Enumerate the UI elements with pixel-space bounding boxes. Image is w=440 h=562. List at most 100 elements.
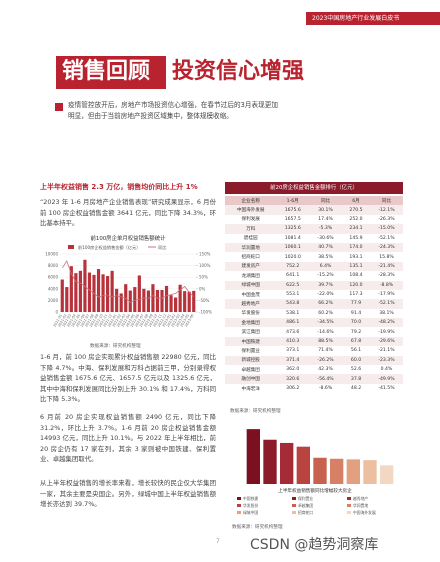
bar — [380, 465, 394, 484]
table-cell: 保利发展 — [241, 217, 260, 223]
legend-swatch — [347, 504, 351, 507]
table-cell: 碧桂园 — [243, 236, 258, 242]
title-rest: 投资信心增强 — [172, 59, 305, 84]
bar — [183, 291, 187, 312]
table-row: 碧桂园 1081.4 -30.6% 145.9 -52.1% — [225, 234, 403, 243]
table-cell: 绿城中国 — [225, 280, 277, 290]
x-tick-label: 2023-04 — [175, 314, 186, 328]
paragraph: 1-6 月，前 100 房企实现累计权益销售额 22980 亿元，同比下降 4.… — [40, 353, 216, 403]
table-cell: 新城控股 — [225, 355, 277, 366]
table-cell: 华发股份 — [241, 311, 260, 317]
table-cell: -49.9% — [369, 374, 403, 384]
table-cell: 60.2% — [318, 310, 333, 316]
bar — [101, 274, 105, 312]
x-tick-label: 2023-05 — [180, 314, 191, 328]
column-header: 6月 — [342, 196, 370, 206]
bar — [78, 270, 82, 312]
table-cell: 万科 — [225, 224, 277, 234]
table-cell: 龙湖集团 — [241, 273, 260, 279]
table-cell: 77.9 — [342, 299, 370, 309]
table-cell: -12.1% — [369, 205, 403, 215]
chart-title: 上半年权益销售额同比增幅较大房企 — [278, 487, 352, 494]
header-tag: 2023中国房地产行业发展白皮书 — [312, 15, 400, 22]
legend-swatch — [347, 511, 351, 514]
table-cell: -15.2% — [317, 273, 334, 279]
table-cell: -28.3% — [378, 273, 395, 279]
legend-swatch — [347, 497, 351, 500]
table-row: 融创中国 320.6 -56.4% 37.8 -49.9% — [225, 374, 403, 384]
table-cell: -24.3% — [369, 242, 403, 253]
y2-tick-label: 100% — [199, 263, 211, 268]
table-cell: 60.0 — [342, 355, 370, 366]
table-cell: -52.1% — [369, 299, 403, 309]
bar — [119, 293, 123, 312]
source: 数据来源：研究机构整理 — [230, 409, 281, 414]
bar — [263, 439, 277, 484]
bar — [69, 266, 73, 312]
table-cell: -17.9% — [378, 292, 395, 298]
bar — [363, 460, 377, 484]
bar — [65, 287, 69, 312]
table-cell: 38.5% — [318, 254, 333, 260]
legend-label: 绿城中国 — [243, 510, 258, 515]
x-tick-label: 2023-06 — [184, 314, 195, 328]
table-cell: -14.6% — [317, 329, 334, 335]
bar — [110, 270, 114, 312]
column-header: 企业名称 — [225, 196, 277, 206]
y-tick-label: 4000 — [48, 286, 59, 291]
table-cell: 0.4% — [380, 367, 393, 373]
bar — [178, 284, 182, 312]
legend-label: 卓越集团 — [298, 503, 313, 508]
bar — [174, 297, 178, 312]
x-tick-label: 2022-03 — [116, 314, 127, 328]
table-row: 绿城中国 622.5 39.7% 120.0 -8.8% — [225, 280, 403, 290]
table-row: 华润置地 1060.1 40.7% 174.0 -24.3% — [225, 242, 403, 253]
table-row: 中海宏洋 306.2 -8.6% 48.2 -41.5% — [225, 384, 403, 393]
bar — [60, 279, 64, 312]
table-cell: 486.1 — [276, 318, 310, 328]
table-cell: -8.8% — [369, 280, 403, 290]
legend-swatch — [292, 511, 296, 514]
table-row: 中国铁建 410.3 88.5% 67.8 -29.6% — [225, 336, 403, 347]
y-tick-label: 10000 — [45, 252, 58, 257]
y-tick-label: 6000 — [48, 275, 59, 280]
table-cell: 306.2 — [286, 386, 300, 391]
table-cell: 42.3% — [318, 367, 333, 373]
table-cell: 52.6 — [350, 367, 362, 373]
table-cell: 建发房产 — [225, 261, 277, 272]
table-cell: 79.2 — [350, 329, 362, 335]
bar — [313, 457, 327, 484]
x-tick-label: 2022-01 — [107, 314, 118, 328]
table-cell: 108.4 — [349, 273, 363, 279]
table-cell: -22.0% — [317, 292, 334, 298]
bar — [330, 458, 344, 484]
table-cell: 30.1% — [309, 205, 343, 215]
legend-swatch — [292, 497, 296, 500]
bar — [128, 290, 132, 312]
intro: 疫情管控放开后，房地产市场投资信心增强，在春节过后的3月表现更加明显，但由于当前… — [68, 101, 278, 120]
table-header-row: 企业名称 1-6月 同比 6月 同比 — [225, 196, 403, 206]
bar — [74, 273, 78, 312]
table-row: 越秀地产 543.8 66.2% 77.9 -52.1% — [225, 299, 403, 309]
table-cell: -29.6% — [369, 336, 403, 347]
x-tick-label: 2021-07 — [80, 314, 91, 328]
table-cell: 1325.6 — [276, 224, 310, 234]
table-cell: 473.6 — [286, 329, 300, 335]
y-tick-label: 0 — [55, 310, 58, 315]
table-cell: 融创中国 — [225, 374, 277, 384]
table-cell: 641.1 — [286, 273, 300, 279]
y2-tick-label: 0% — [199, 286, 206, 291]
source: 数据来源：研究机构整理 — [232, 525, 283, 530]
page-number: 7 — [216, 538, 220, 545]
bar — [155, 289, 160, 312]
legend-label: 前100房企权益销售金额（亿元） — [78, 244, 140, 251]
table-cell: 中海宏洋 — [241, 386, 260, 392]
legend-label: 保利置业 — [298, 496, 313, 501]
table-cell: 371.4 — [276, 355, 310, 366]
legend-label: 华发股份 — [243, 503, 258, 508]
table-row: 保利发展 1657.5 17.4% 252.0 -26.3% — [225, 215, 403, 224]
table-cell: -21.1% — [378, 348, 395, 354]
